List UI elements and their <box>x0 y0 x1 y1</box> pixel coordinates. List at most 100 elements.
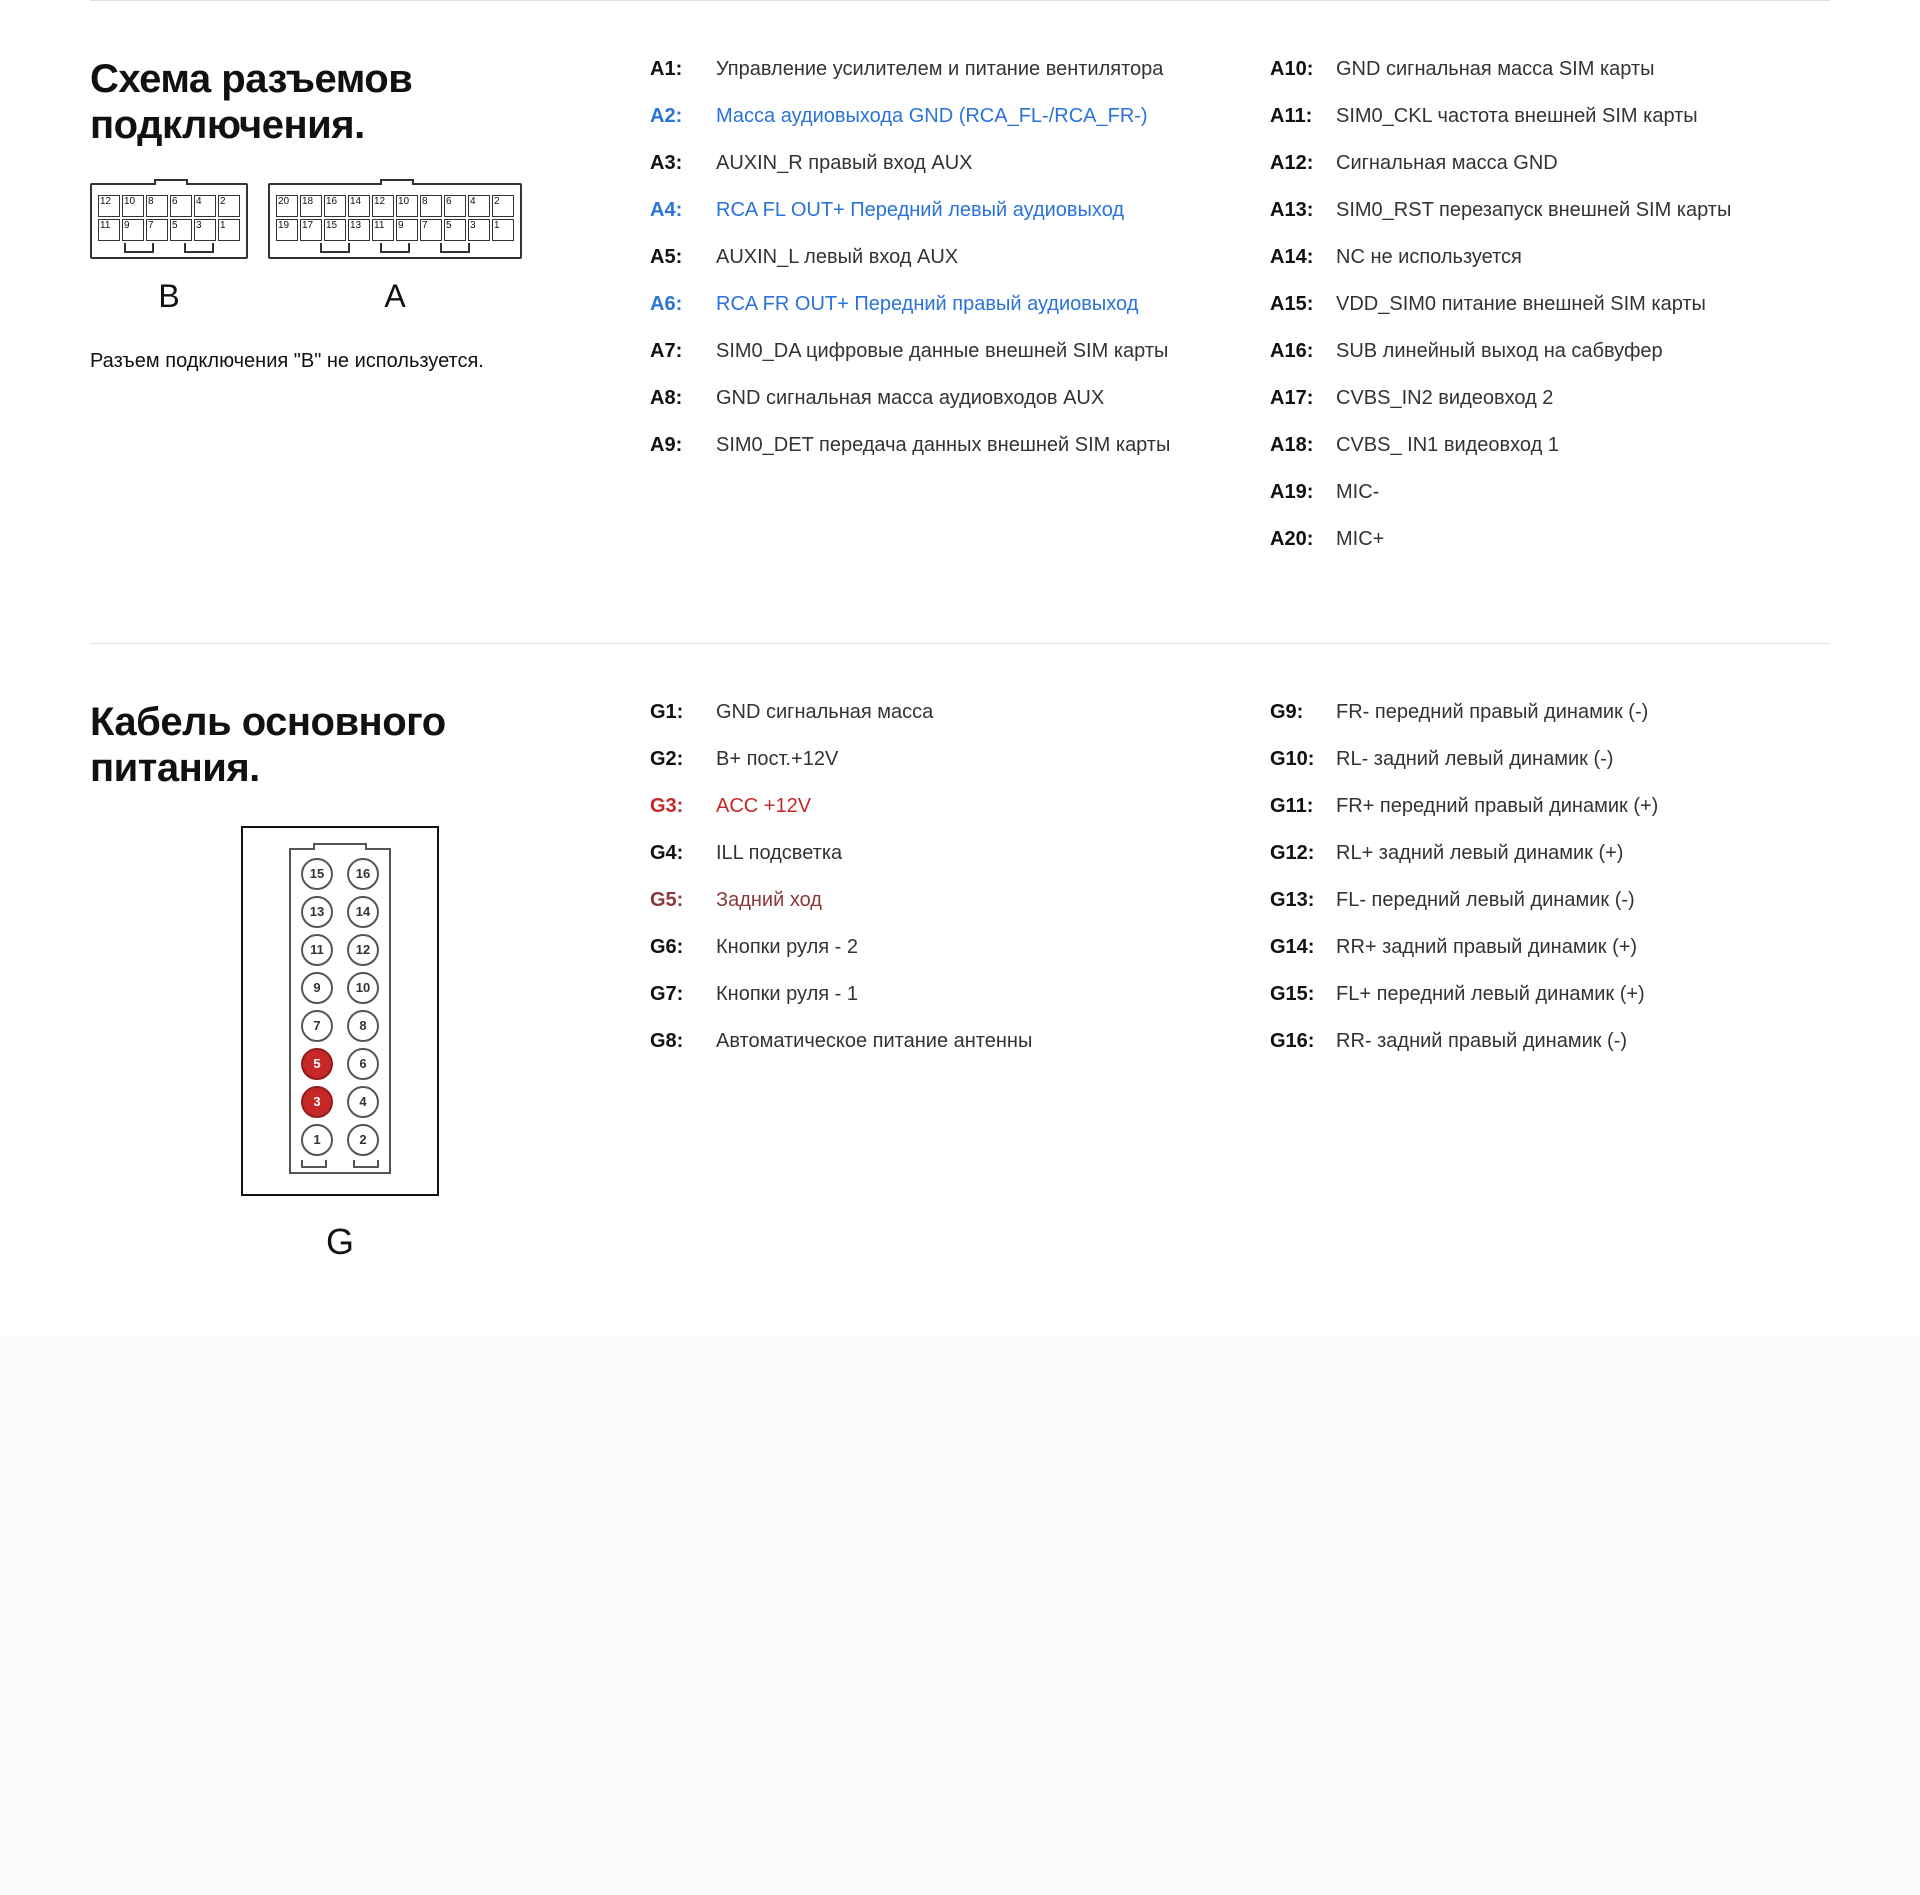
connector-a: 2018161412108642191715131197531 A <box>268 183 522 318</box>
col-g-left: G1:GND сигнальная массаG2:B+ пост.+12VG3… <box>650 699 1210 1267</box>
pin-cell: 2 <box>492 195 514 217</box>
pin-row: A12:Сигнальная масса GND <box>1270 150 1830 177</box>
pin-row: A2:Масса аудиовыхода GND (RCA_FL-/RCA_FR… <box>650 103 1210 130</box>
pin-row: G1:GND сигнальная масса <box>650 699 1210 726</box>
g-pin: 2 <box>347 1124 379 1156</box>
pin-cell: 11 <box>98 219 120 241</box>
pin-desc: Управление усилителем и питание вентилят… <box>716 56 1210 83</box>
pin-columns-g: G1:GND сигнальная массаG2:B+ пост.+12VG3… <box>650 699 1830 1267</box>
g-pin: 4 <box>347 1086 379 1118</box>
pin-cell: 12 <box>372 195 394 217</box>
pin-row: A11:SIM0_CKL частота внешней SIM карты <box>1270 103 1830 130</box>
pin-cell: 9 <box>396 219 418 241</box>
pin-row: G9:FR- передний правый динамик (-) <box>1270 699 1830 726</box>
pin-label: A12: <box>1270 150 1336 177</box>
pin-desc: Сигнальная масса GND <box>1336 150 1830 177</box>
pin-label: G10: <box>1270 746 1336 773</box>
pin-row: A20:MIC+ <box>1270 526 1830 553</box>
pin-label: A2: <box>650 103 716 130</box>
pin-desc: SIM0_DA цифровые данные внешней SIM карт… <box>716 338 1210 365</box>
pin-desc: GND сигнальная масса <box>716 699 1210 726</box>
pin-desc: VDD_SIM0 питание внешней SIM карты <box>1336 291 1830 318</box>
connector-a-label: A <box>384 275 405 318</box>
g-grid: 15161314111291078563412 <box>301 858 379 1156</box>
pin-cell: 7 <box>420 219 442 241</box>
pin-desc: Кнопки руля - 1 <box>716 981 1210 1008</box>
pin-desc: MIC+ <box>1336 526 1830 553</box>
pin-cell: 19 <box>276 219 298 241</box>
pin-row: G15:FL+ передний левый динамик (+) <box>1270 981 1830 1008</box>
pin-desc: B+ пост.+12V <box>716 746 1210 773</box>
pin-label: A15: <box>1270 291 1336 318</box>
g-pin: 9 <box>301 972 333 1004</box>
g-label: G <box>326 1218 354 1267</box>
g-pin: 3 <box>301 1086 333 1118</box>
pin-cell: 1 <box>218 219 240 241</box>
pin-desc: FL- передний левый динамик (-) <box>1336 887 1830 914</box>
g-pin: 1 <box>301 1124 333 1156</box>
pin-cell: 9 <box>122 219 144 241</box>
pin-cell: 5 <box>170 219 192 241</box>
pin-row: G11:FR+ передний правый динамик (+) <box>1270 793 1830 820</box>
pin-row: A17:CVBS_IN2 видеовход 2 <box>1270 385 1830 412</box>
g-pin: 15 <box>301 858 333 890</box>
section-power-cable: Кабель основного питания. 15161314111291… <box>0 644 1920 1337</box>
pin-cell: 18 <box>300 195 322 217</box>
pin-row: G16:RR- задний правый динамик (-) <box>1270 1028 1830 1055</box>
pin-label: A18: <box>1270 432 1336 459</box>
pin-row: A3:AUXIN_R правый вход AUX <box>650 150 1210 177</box>
pin-label: G9: <box>1270 699 1336 726</box>
pin-cell: 8 <box>146 195 168 217</box>
pin-desc: Задний ход <box>716 887 1210 914</box>
pin-desc: SIM0_RST перезапуск внешней SIM карты <box>1336 197 1830 224</box>
pin-desc: CVBS_ IN1 видеовход 1 <box>1336 432 1830 459</box>
g-pin: 11 <box>301 934 333 966</box>
g-pin: 16 <box>347 858 379 890</box>
section-connectors: Схема разъемов подключения. 121086421197… <box>0 1 1920 643</box>
pin-cell: 5 <box>444 219 466 241</box>
pin-label: G12: <box>1270 840 1336 867</box>
g-pin: 12 <box>347 934 379 966</box>
pin-label: G14: <box>1270 934 1336 961</box>
pin-desc: RR+ задний правый динамик (+) <box>1336 934 1830 961</box>
pin-row: G7:Кнопки руля - 1 <box>650 981 1210 1008</box>
section2-title: Кабель основного питания. <box>90 699 590 791</box>
left-column-2: Кабель основного питания. 15161314111291… <box>90 699 590 1267</box>
pin-cell: 11 <box>372 219 394 241</box>
pin-row: A15:VDD_SIM0 питание внешней SIM карты <box>1270 291 1830 318</box>
pin-label: A7: <box>650 338 716 365</box>
pin-label: A17: <box>1270 385 1336 412</box>
pin-desc: GND сигнальная масса аудиовходов AUX <box>716 385 1210 412</box>
pin-label: G1: <box>650 699 716 726</box>
pin-label: G4: <box>650 840 716 867</box>
pin-label: A14: <box>1270 244 1336 271</box>
pin-label: A8: <box>650 385 716 412</box>
g-pin: 5 <box>301 1048 333 1080</box>
pin-label: A10: <box>1270 56 1336 83</box>
pin-label: G16: <box>1270 1028 1336 1055</box>
pin-label: G8: <box>650 1028 716 1055</box>
pin-desc: FR+ передний правый динамик (+) <box>1336 793 1830 820</box>
pin-desc: AUXIN_L левый вход AUX <box>716 244 1210 271</box>
page: Схема разъемов подключения. 121086421197… <box>0 0 1920 1337</box>
pin-row: G2:B+ пост.+12V <box>650 746 1210 773</box>
g-pin: 13 <box>301 896 333 928</box>
pin-label: G2: <box>650 746 716 773</box>
pin-row: G3:ACC +12V <box>650 793 1210 820</box>
pin-desc: MIC- <box>1336 479 1830 506</box>
pin-label: G5: <box>650 887 716 914</box>
pin-row: A6:RCA FR OUT+ Передний правый аудиовыхо… <box>650 291 1210 318</box>
pin-row: A10:GND сигнальная масса SIM карты <box>1270 56 1830 83</box>
pin-cell: 6 <box>444 195 466 217</box>
pin-desc: CVBS_IN2 видеовход 2 <box>1336 385 1830 412</box>
col-a-left: A1:Управление усилителем и питание венти… <box>650 56 1210 573</box>
pin-cell: 1 <box>492 219 514 241</box>
pin-cell: 4 <box>468 195 490 217</box>
pin-cell: 14 <box>348 195 370 217</box>
g-pin: 14 <box>347 896 379 928</box>
pin-row: G13:FL- передний левый динамик (-) <box>1270 887 1830 914</box>
connector-a-grid: 2018161412108642191715131197531 <box>276 195 514 241</box>
pin-row: A14:NC не используется <box>1270 244 1830 271</box>
connector-b-shell: 121086421197531 <box>90 183 248 259</box>
pin-desc: ILL подсветка <box>716 840 1210 867</box>
